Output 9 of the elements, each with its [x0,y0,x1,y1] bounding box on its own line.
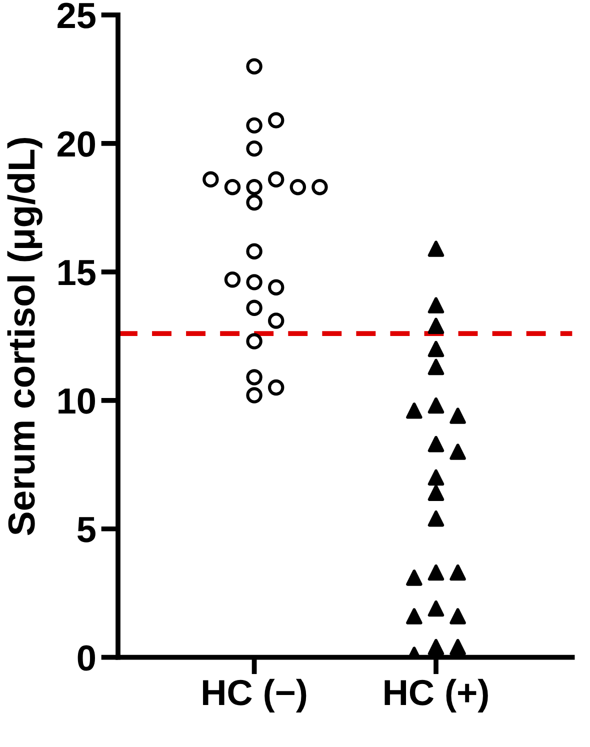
x-tick-label: HC (+) [384,678,488,713]
y-tick-label: 15 [58,260,96,286]
x-tick-label: HC (−) [203,678,306,713]
y-tick-label: 10 [58,388,95,414]
y-axis-title: Serum cortisol (μg/dL) [7,138,42,536]
y-tick-label: 20 [58,131,95,157]
y-tick-label: 0 [78,645,95,671]
y-tick-label: 5 [78,517,96,542]
y-tick-label: 25 [58,2,96,28]
